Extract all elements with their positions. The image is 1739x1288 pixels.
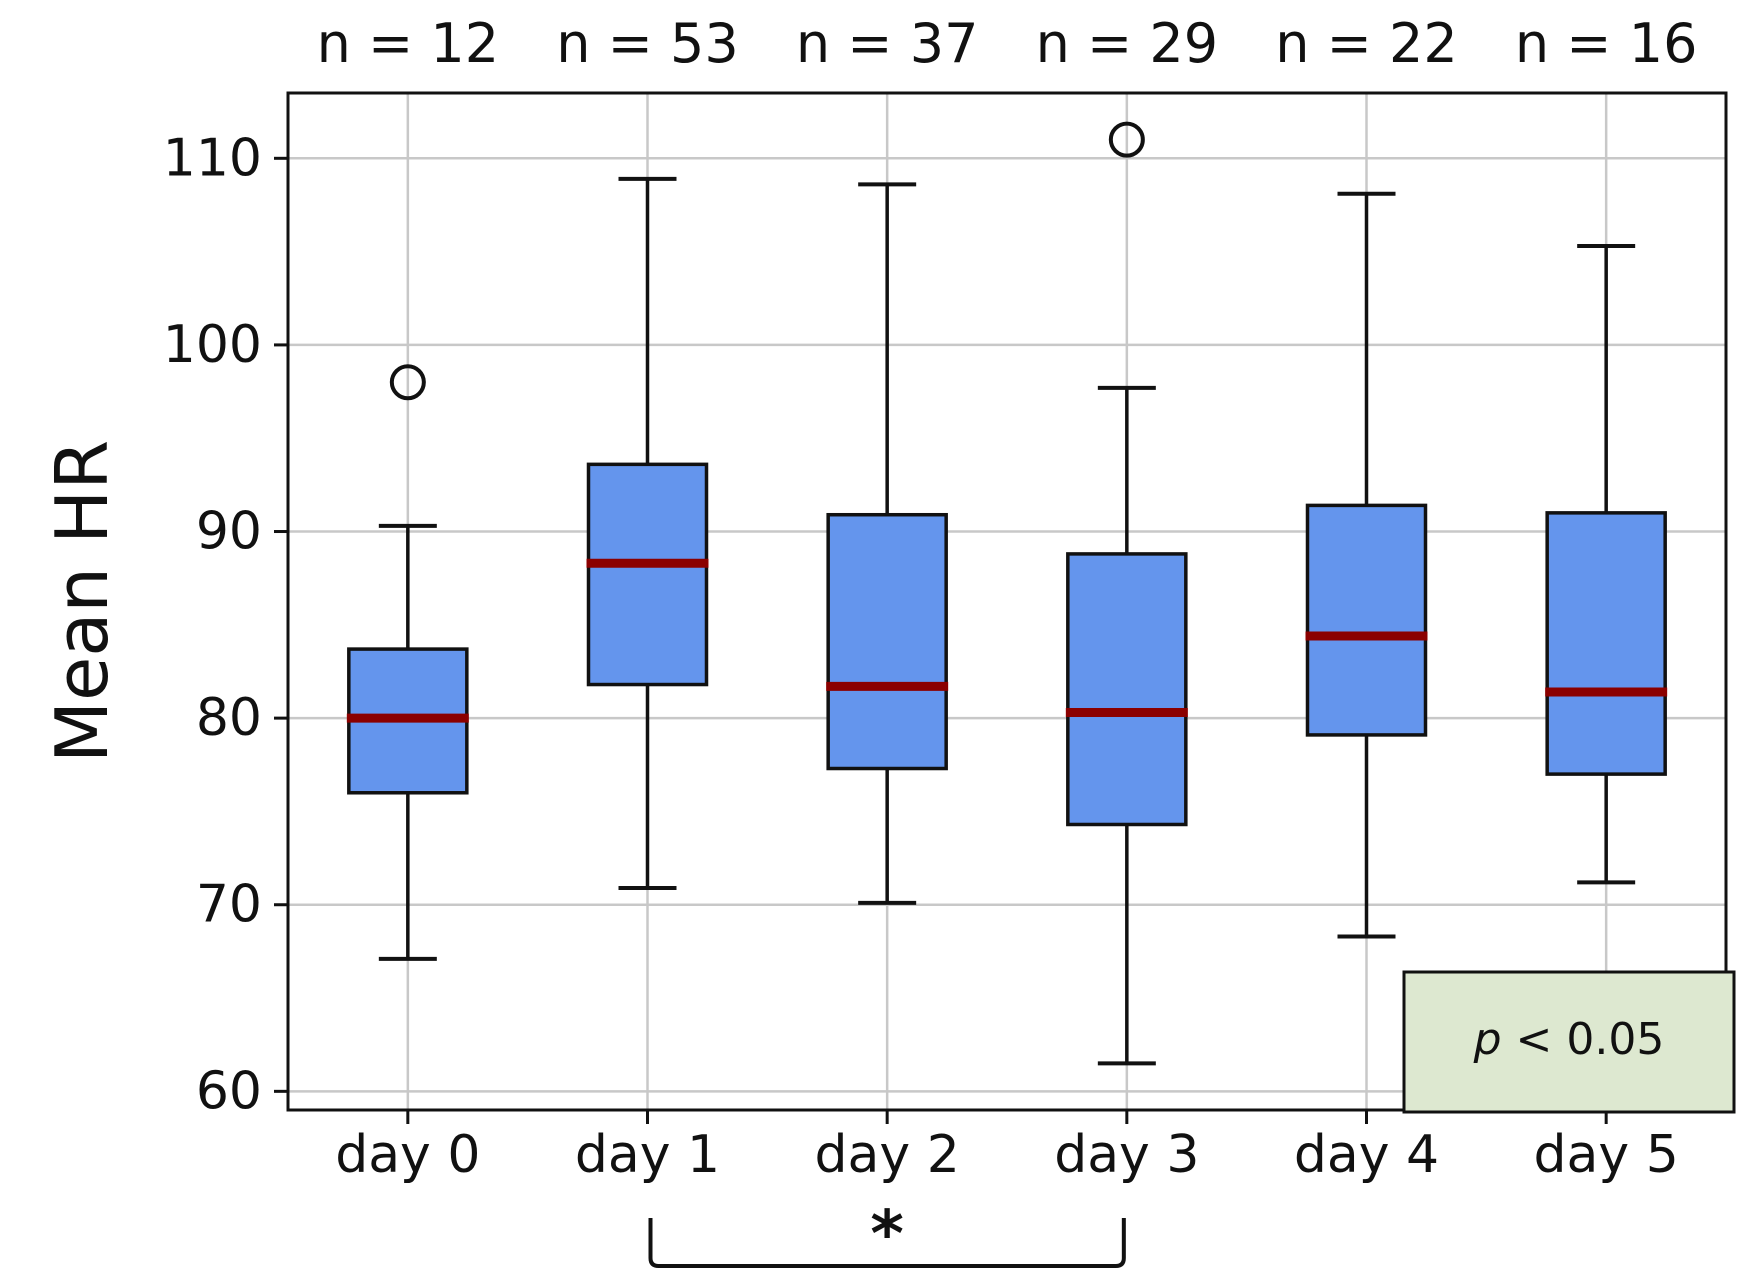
p-value-annotation: p < 0.05	[1402, 970, 1736, 1114]
significance-star: *	[870, 1198, 903, 1272]
y-tick-label: 100	[163, 315, 262, 375]
sample-size-label: n = 53	[556, 12, 739, 75]
iqr-box	[1545, 511, 1667, 776]
box-group-day-3	[1065, 121, 1188, 1066]
box-group-day-1	[586, 176, 709, 890]
y-tick-label: 90	[196, 502, 262, 562]
y-tick-label: 110	[163, 128, 262, 188]
iqr-box	[1066, 552, 1188, 827]
y-tick-label: 70	[196, 875, 262, 935]
sample-size-label: n = 12	[317, 12, 500, 75]
x-tick-label: day 5	[1534, 1125, 1679, 1185]
sample-size-label: n = 16	[1515, 12, 1698, 75]
axis-layer: 60 70 80 90 100 110 day 0 n = 12 day 1 n = 53 day …	[163, 12, 1698, 1185]
sample-size-label: n = 37	[796, 12, 979, 75]
box-group-day-2	[826, 182, 949, 905]
iqr-box	[826, 512, 948, 771]
p-threshold: < 0.05	[1502, 1014, 1665, 1065]
grid-layer	[288, 93, 1726, 1110]
x-tick-label: day 2	[815, 1125, 960, 1185]
iqr-box	[1305, 503, 1428, 737]
iqr-box	[586, 462, 709, 687]
y-axis-label: Mean HR	[40, 440, 124, 763]
x-tick-label: day 0	[335, 1125, 480, 1185]
y-tick-label: 60	[196, 1061, 262, 1121]
box-group-day-4	[1305, 191, 1428, 939]
p-symbol: p	[1473, 1014, 1502, 1065]
x-tick-label: day 4	[1294, 1125, 1439, 1185]
p-value-text: p < 0.05	[1473, 1014, 1665, 1065]
significance-bracket-line	[648, 1218, 1126, 1268]
annotation-box	[1402, 970, 1736, 1114]
y-tick-label: 80	[196, 688, 262, 748]
box-layer	[346, 121, 1668, 1066]
sample-size-label: n = 29	[1036, 12, 1219, 75]
outlier-point	[1108, 121, 1145, 158]
significance-bracket: *	[648, 1198, 1126, 1272]
box-group-day-5	[1545, 244, 1668, 885]
box-group-day-0	[346, 364, 469, 961]
x-tick-label: day 1	[575, 1125, 720, 1185]
outlier-point	[389, 364, 426, 401]
sample-size-label: n = 22	[1275, 12, 1458, 75]
plot-frame	[286, 91, 1728, 1112]
x-tick-label: day 3	[1054, 1125, 1199, 1185]
